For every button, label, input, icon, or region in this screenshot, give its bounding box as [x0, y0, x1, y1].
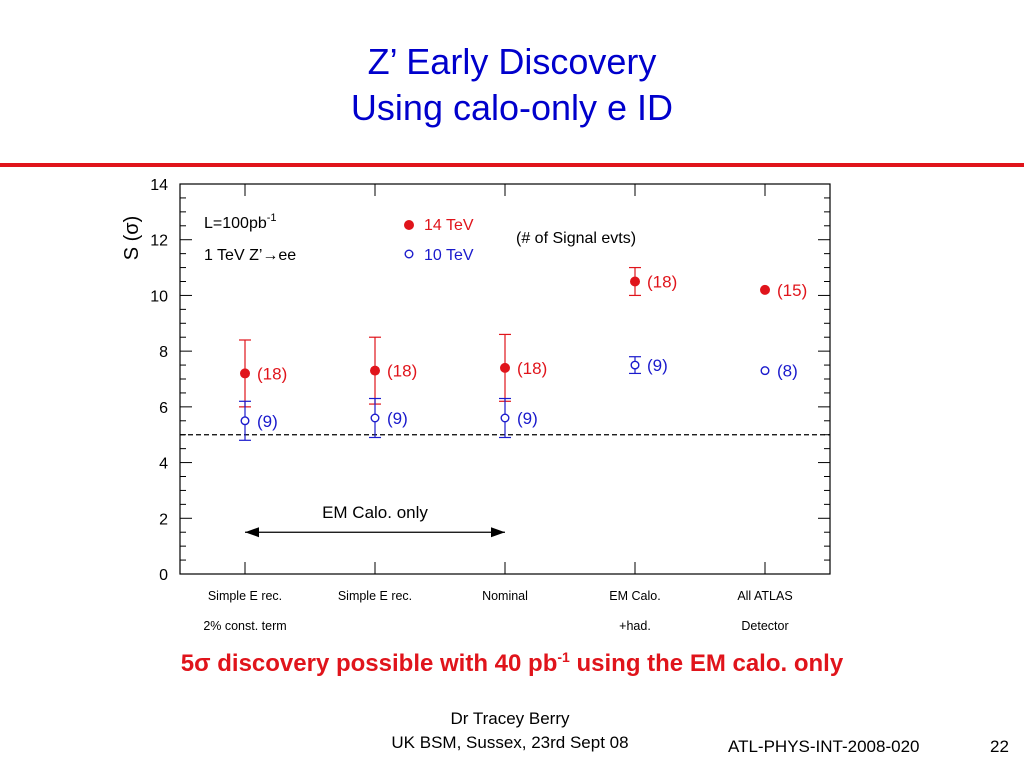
- y-tick-label: 2: [159, 511, 168, 528]
- luminosity-label: L=100pb-1: [204, 212, 277, 232]
- slide-subtitle: Using calo-only e ID: [350, 87, 674, 128]
- y-axis-label-close: ): [121, 216, 143, 223]
- x-ticks: [244, 184, 766, 574]
- footer-author-block: Dr Tracey Berry UK BSM, Sussex, 23rd Sep…: [360, 707, 660, 755]
- legend-marker-14tev: [404, 220, 414, 230]
- signal-count-label-14tev: (18): [517, 359, 547, 378]
- conclusion-middle: discovery possible with 40 pb: [210, 650, 558, 677]
- data-point-14tev: [760, 284, 770, 295]
- x-category-label: +had.: [619, 619, 651, 633]
- x-category-label: EM Calo.: [609, 589, 660, 603]
- signal-count-label-10tev: (9): [387, 409, 408, 428]
- luminosity-label-text: L=100pb: [204, 215, 267, 232]
- data-point-10tev: [630, 360, 640, 370]
- em-calo-range: EM Calo. only: [245, 503, 505, 538]
- data-series: (18) (18) (18) (18) (15) (9) (9) (9) (9) (8): [239, 266, 807, 441]
- process-label-text: 1 TeV Z’: [204, 247, 262, 264]
- data-point-14tev: [630, 276, 640, 287]
- signal-count-label-14tev: (18): [387, 362, 417, 381]
- signal-count-label-10tev: (9): [517, 409, 538, 428]
- signal-count-label-10tev: (9): [257, 412, 278, 431]
- x-category-label: Detector: [741, 619, 788, 633]
- conclusion-suffix: using the EM calo. only: [569, 650, 844, 677]
- conclusion-sup: -1: [557, 649, 570, 665]
- y-tick-label: 10: [150, 288, 168, 305]
- data-point-10tev: [760, 366, 770, 376]
- x-category-labels: Simple E rec. 2% const. term Simple E rec.…: [203, 589, 792, 633]
- y-ticks: 0 2 4 6 8 10 12 14: [150, 177, 830, 584]
- data-point-10tev: [370, 413, 380, 423]
- process-label-suffix: ee: [278, 247, 296, 264]
- legend-label-10tev: 10 TeV: [424, 247, 474, 264]
- data-point-10tev: [500, 413, 510, 423]
- range-label: EM Calo. only: [322, 503, 428, 522]
- process-label: 1 TeV Z’→ee: [204, 247, 296, 264]
- y-axis-label-text: S (: [121, 234, 143, 260]
- x-category-label: 2% const. term: [203, 619, 286, 633]
- range-arrow-right: [491, 527, 505, 538]
- y-tick-label: 0: [159, 567, 168, 584]
- data-point-14tev: [500, 362, 510, 373]
- signal-count-label-14tev: (15): [777, 281, 807, 300]
- signal-count-label-10tev: (9): [647, 356, 668, 375]
- footer-event: UK BSM, Sussex, 23rd Sept 08: [391, 733, 629, 752]
- range-arrow-left: [245, 527, 259, 538]
- signal-count-label-14tev: (18): [647, 273, 677, 292]
- y-tick-label: 8: [159, 344, 168, 361]
- slide-title: Z’ Early Discovery: [367, 41, 657, 82]
- page-number: 22: [990, 737, 1009, 756]
- x-category-label: Simple E rec.: [338, 589, 412, 603]
- signal-count-label-10tev: (8): [777, 362, 798, 381]
- signal-count-label-14tev: (18): [257, 364, 287, 383]
- signal-count-note: (# of Signal evts): [516, 230, 636, 247]
- y-axis-label-sigma: σ: [121, 222, 143, 235]
- y-tick-label: 14: [150, 177, 168, 194]
- x-category-label: Simple E rec.: [208, 589, 282, 603]
- luminosity-label-sup: -1: [267, 212, 277, 224]
- x-category-label: Nominal: [482, 589, 528, 603]
- legend-label-14tev: 14 TeV: [424, 217, 474, 234]
- title-divider: [0, 163, 1024, 167]
- y-tick-label: 4: [159, 456, 168, 473]
- footer-report-id: ATL-PHYS-INT-2008-020: [728, 737, 920, 756]
- legend-marker-10tev: [404, 249, 414, 259]
- conclusion-sigma: σ: [194, 650, 211, 677]
- process-label-arrow: →: [262, 247, 278, 264]
- footer-author: Dr Tracey Berry: [450, 709, 570, 728]
- y-tick-label: 6: [159, 400, 168, 417]
- data-point-14tev: [240, 368, 250, 379]
- data-point-10tev: [240, 416, 250, 426]
- y-axis-label: S (σ): [121, 216, 143, 261]
- x-category-label: All ATLAS: [737, 589, 792, 603]
- y-tick-label: 12: [150, 233, 168, 250]
- data-point-14tev: [370, 365, 380, 376]
- conclusion-prefix: 5: [180, 650, 195, 677]
- conclusion-text: 5σ discovery possible with 40 pb-1 using…: [0, 649, 1024, 678]
